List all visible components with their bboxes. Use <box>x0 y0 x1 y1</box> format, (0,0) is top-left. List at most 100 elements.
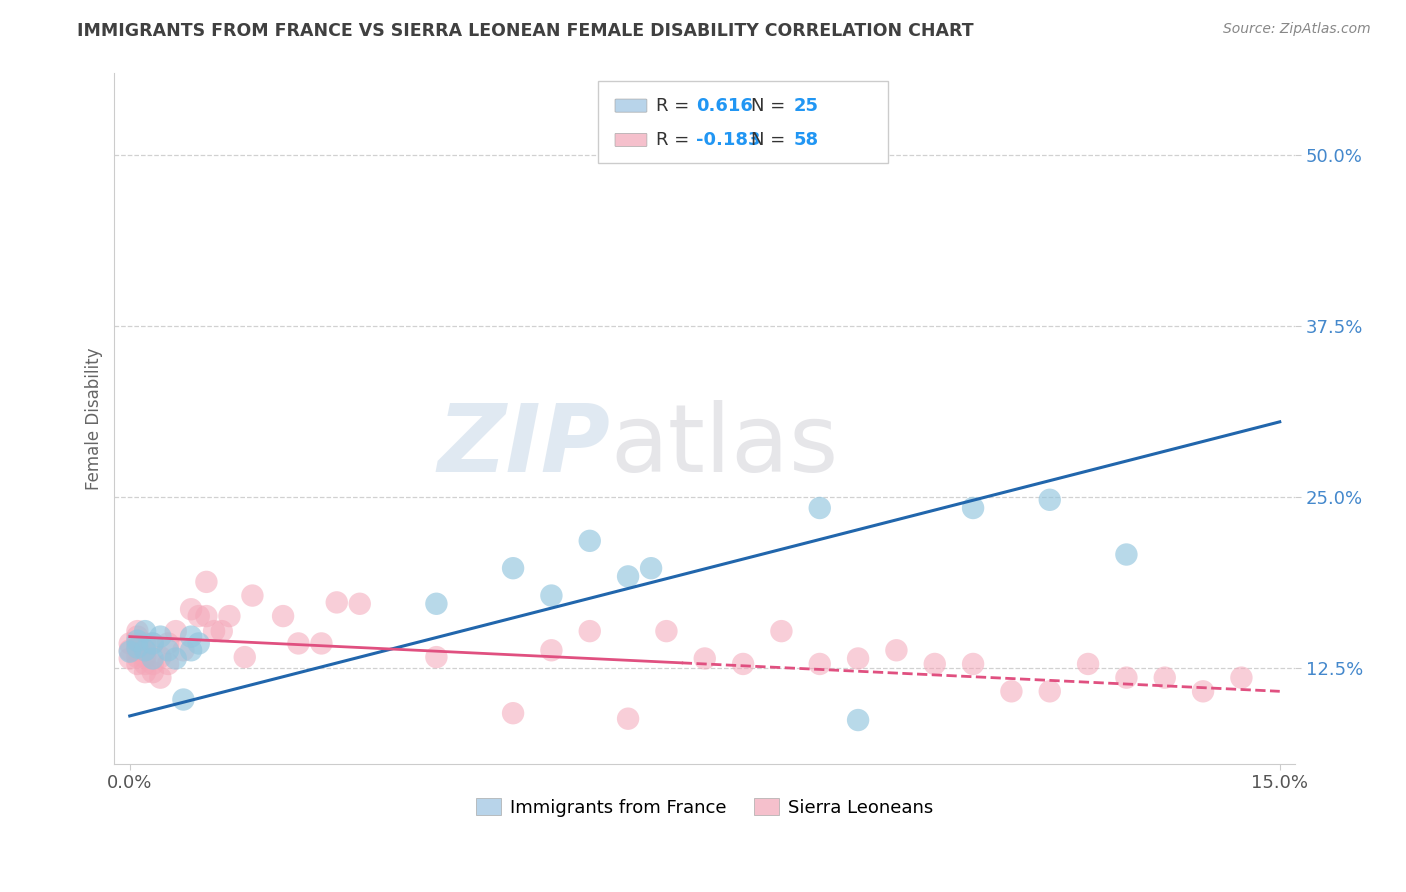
Point <box>127 630 149 644</box>
Point <box>134 665 156 680</box>
Legend: Immigrants from France, Sierra Leoneans: Immigrants from France, Sierra Leoneans <box>468 791 941 824</box>
Point <box>540 643 562 657</box>
Point <box>1039 684 1062 698</box>
Point <box>165 624 187 639</box>
Point <box>157 636 180 650</box>
Point <box>142 665 165 680</box>
Point <box>149 671 172 685</box>
Point <box>134 657 156 671</box>
Point <box>127 640 149 655</box>
Point <box>1077 657 1099 671</box>
Point <box>172 643 194 657</box>
Point <box>770 624 793 639</box>
Point <box>127 633 149 648</box>
Point <box>202 624 225 639</box>
Text: R =: R = <box>657 96 696 114</box>
Point <box>187 636 209 650</box>
Point <box>142 636 165 650</box>
Text: ZIP: ZIP <box>437 400 610 492</box>
Point <box>218 609 240 624</box>
Text: R =: R = <box>657 131 696 149</box>
FancyBboxPatch shape <box>614 134 647 146</box>
Point <box>149 630 172 644</box>
Point <box>271 609 294 624</box>
Point <box>180 630 202 644</box>
Text: Source: ZipAtlas.com: Source: ZipAtlas.com <box>1223 22 1371 37</box>
Point <box>1039 492 1062 507</box>
Point <box>195 609 218 624</box>
Point <box>886 643 908 657</box>
Point <box>617 712 640 726</box>
Point <box>287 636 309 650</box>
Point <box>425 597 447 611</box>
Point <box>157 657 180 671</box>
Text: 58: 58 <box>793 131 818 149</box>
Point <box>808 501 831 516</box>
Text: IMMIGRANTS FROM FRANCE VS SIERRA LEONEAN FEMALE DISABILITY CORRELATION CHART: IMMIGRANTS FROM FRANCE VS SIERRA LEONEAN… <box>77 22 974 40</box>
Point <box>1115 548 1137 562</box>
Point <box>1230 671 1253 685</box>
Point <box>134 624 156 639</box>
Point <box>733 657 755 671</box>
Point <box>242 589 264 603</box>
Point <box>149 650 172 665</box>
Text: -0.183: -0.183 <box>696 131 761 149</box>
Point <box>172 692 194 706</box>
Point <box>640 561 662 575</box>
Point <box>1115 671 1137 685</box>
Point <box>127 643 149 657</box>
Point <box>134 643 156 657</box>
Text: 0.616: 0.616 <box>696 96 754 114</box>
Text: N =: N = <box>751 96 790 114</box>
Point <box>233 650 256 665</box>
Point <box>502 561 524 575</box>
Point <box>1000 684 1022 698</box>
FancyBboxPatch shape <box>599 81 887 162</box>
Text: N =: N = <box>751 131 790 149</box>
Point <box>326 595 349 609</box>
Point <box>617 569 640 583</box>
Point <box>311 636 333 650</box>
Point <box>165 651 187 665</box>
Point <box>142 657 165 671</box>
Point <box>502 706 524 721</box>
Point <box>962 501 984 516</box>
Point <box>578 533 600 548</box>
Point <box>655 624 678 639</box>
Point <box>211 624 233 639</box>
Point <box>118 645 141 659</box>
Y-axis label: Female Disability: Female Disability <box>86 347 103 490</box>
Point <box>142 651 165 665</box>
Point <box>808 657 831 671</box>
Point <box>540 589 562 603</box>
Point <box>134 636 156 650</box>
Point <box>142 636 165 650</box>
Point <box>349 597 371 611</box>
FancyBboxPatch shape <box>614 99 647 112</box>
Point <box>425 650 447 665</box>
Point <box>134 650 156 665</box>
Point <box>187 609 209 624</box>
Point <box>134 643 156 657</box>
Point <box>1192 684 1215 698</box>
Point <box>846 713 869 727</box>
Point <box>118 651 141 665</box>
Point <box>118 643 141 657</box>
Point <box>127 650 149 665</box>
Point <box>180 602 202 616</box>
Point <box>924 657 946 671</box>
Point <box>127 657 149 671</box>
Point <box>180 643 202 657</box>
Point <box>127 624 149 639</box>
Text: atlas: atlas <box>610 400 838 492</box>
Point <box>118 636 141 650</box>
Point <box>578 624 600 639</box>
Point <box>157 643 180 657</box>
Point <box>846 651 869 665</box>
Text: 25: 25 <box>793 96 818 114</box>
Point <box>127 636 149 650</box>
Point <box>195 574 218 589</box>
Point <box>1153 671 1175 685</box>
Point <box>962 657 984 671</box>
Point <box>693 651 716 665</box>
